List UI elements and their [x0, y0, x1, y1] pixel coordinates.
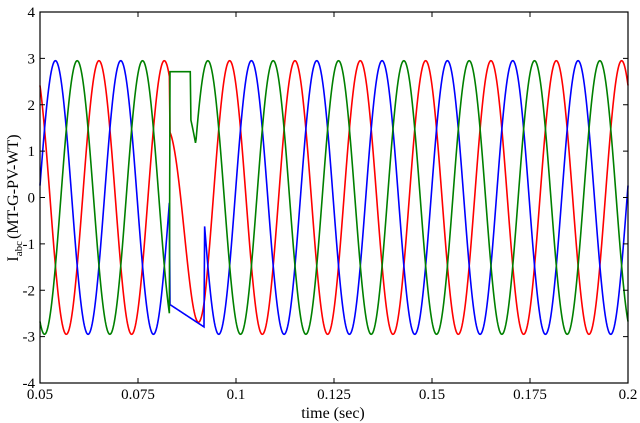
y-axis-label: Iabc (MT-G-PV-WT): [5, 134, 25, 261]
y-tick-label: 2: [28, 98, 36, 114]
x-axis-label: time (sec): [301, 405, 365, 422]
series-blue-line: [39, 59, 629, 336]
series-layer: [39, 59, 629, 336]
x-tick-label: 0.15: [419, 387, 445, 403]
y-tick-label: -2: [23, 283, 36, 299]
y-axis-label-main: I: [5, 256, 22, 261]
y-tick-label: 4: [28, 5, 36, 21]
x-tick-label: 0.1: [227, 387, 246, 403]
y-tick-label: 0: [28, 191, 36, 207]
series-green-line: [39, 59, 629, 336]
x-tick-label: 0.2: [619, 387, 638, 403]
y-tick-label: 1: [28, 144, 36, 160]
y-tick-label: -1: [23, 237, 36, 253]
y-tick-label: 3: [28, 51, 36, 67]
ticks: 0.05 0.075 0.1 0.125 0.15 0.175 0.2 4 3 2 1 0 -1 -2 -3…: [23, 5, 638, 403]
x-tick-label: 0.075: [121, 387, 155, 403]
y-tick-label: -3: [23, 330, 36, 346]
y-axis-label-sub: abc: [13, 241, 25, 256]
y-tick-label: -4: [23, 376, 36, 392]
x-tick-label: 0.125: [317, 387, 351, 403]
y-axis-label-rest: (MT-G-PV-WT): [5, 134, 22, 239]
series-red-line: [39, 59, 629, 336]
x-tick-label: 0.05: [27, 387, 53, 403]
x-tick-label: 0.175: [513, 387, 547, 403]
